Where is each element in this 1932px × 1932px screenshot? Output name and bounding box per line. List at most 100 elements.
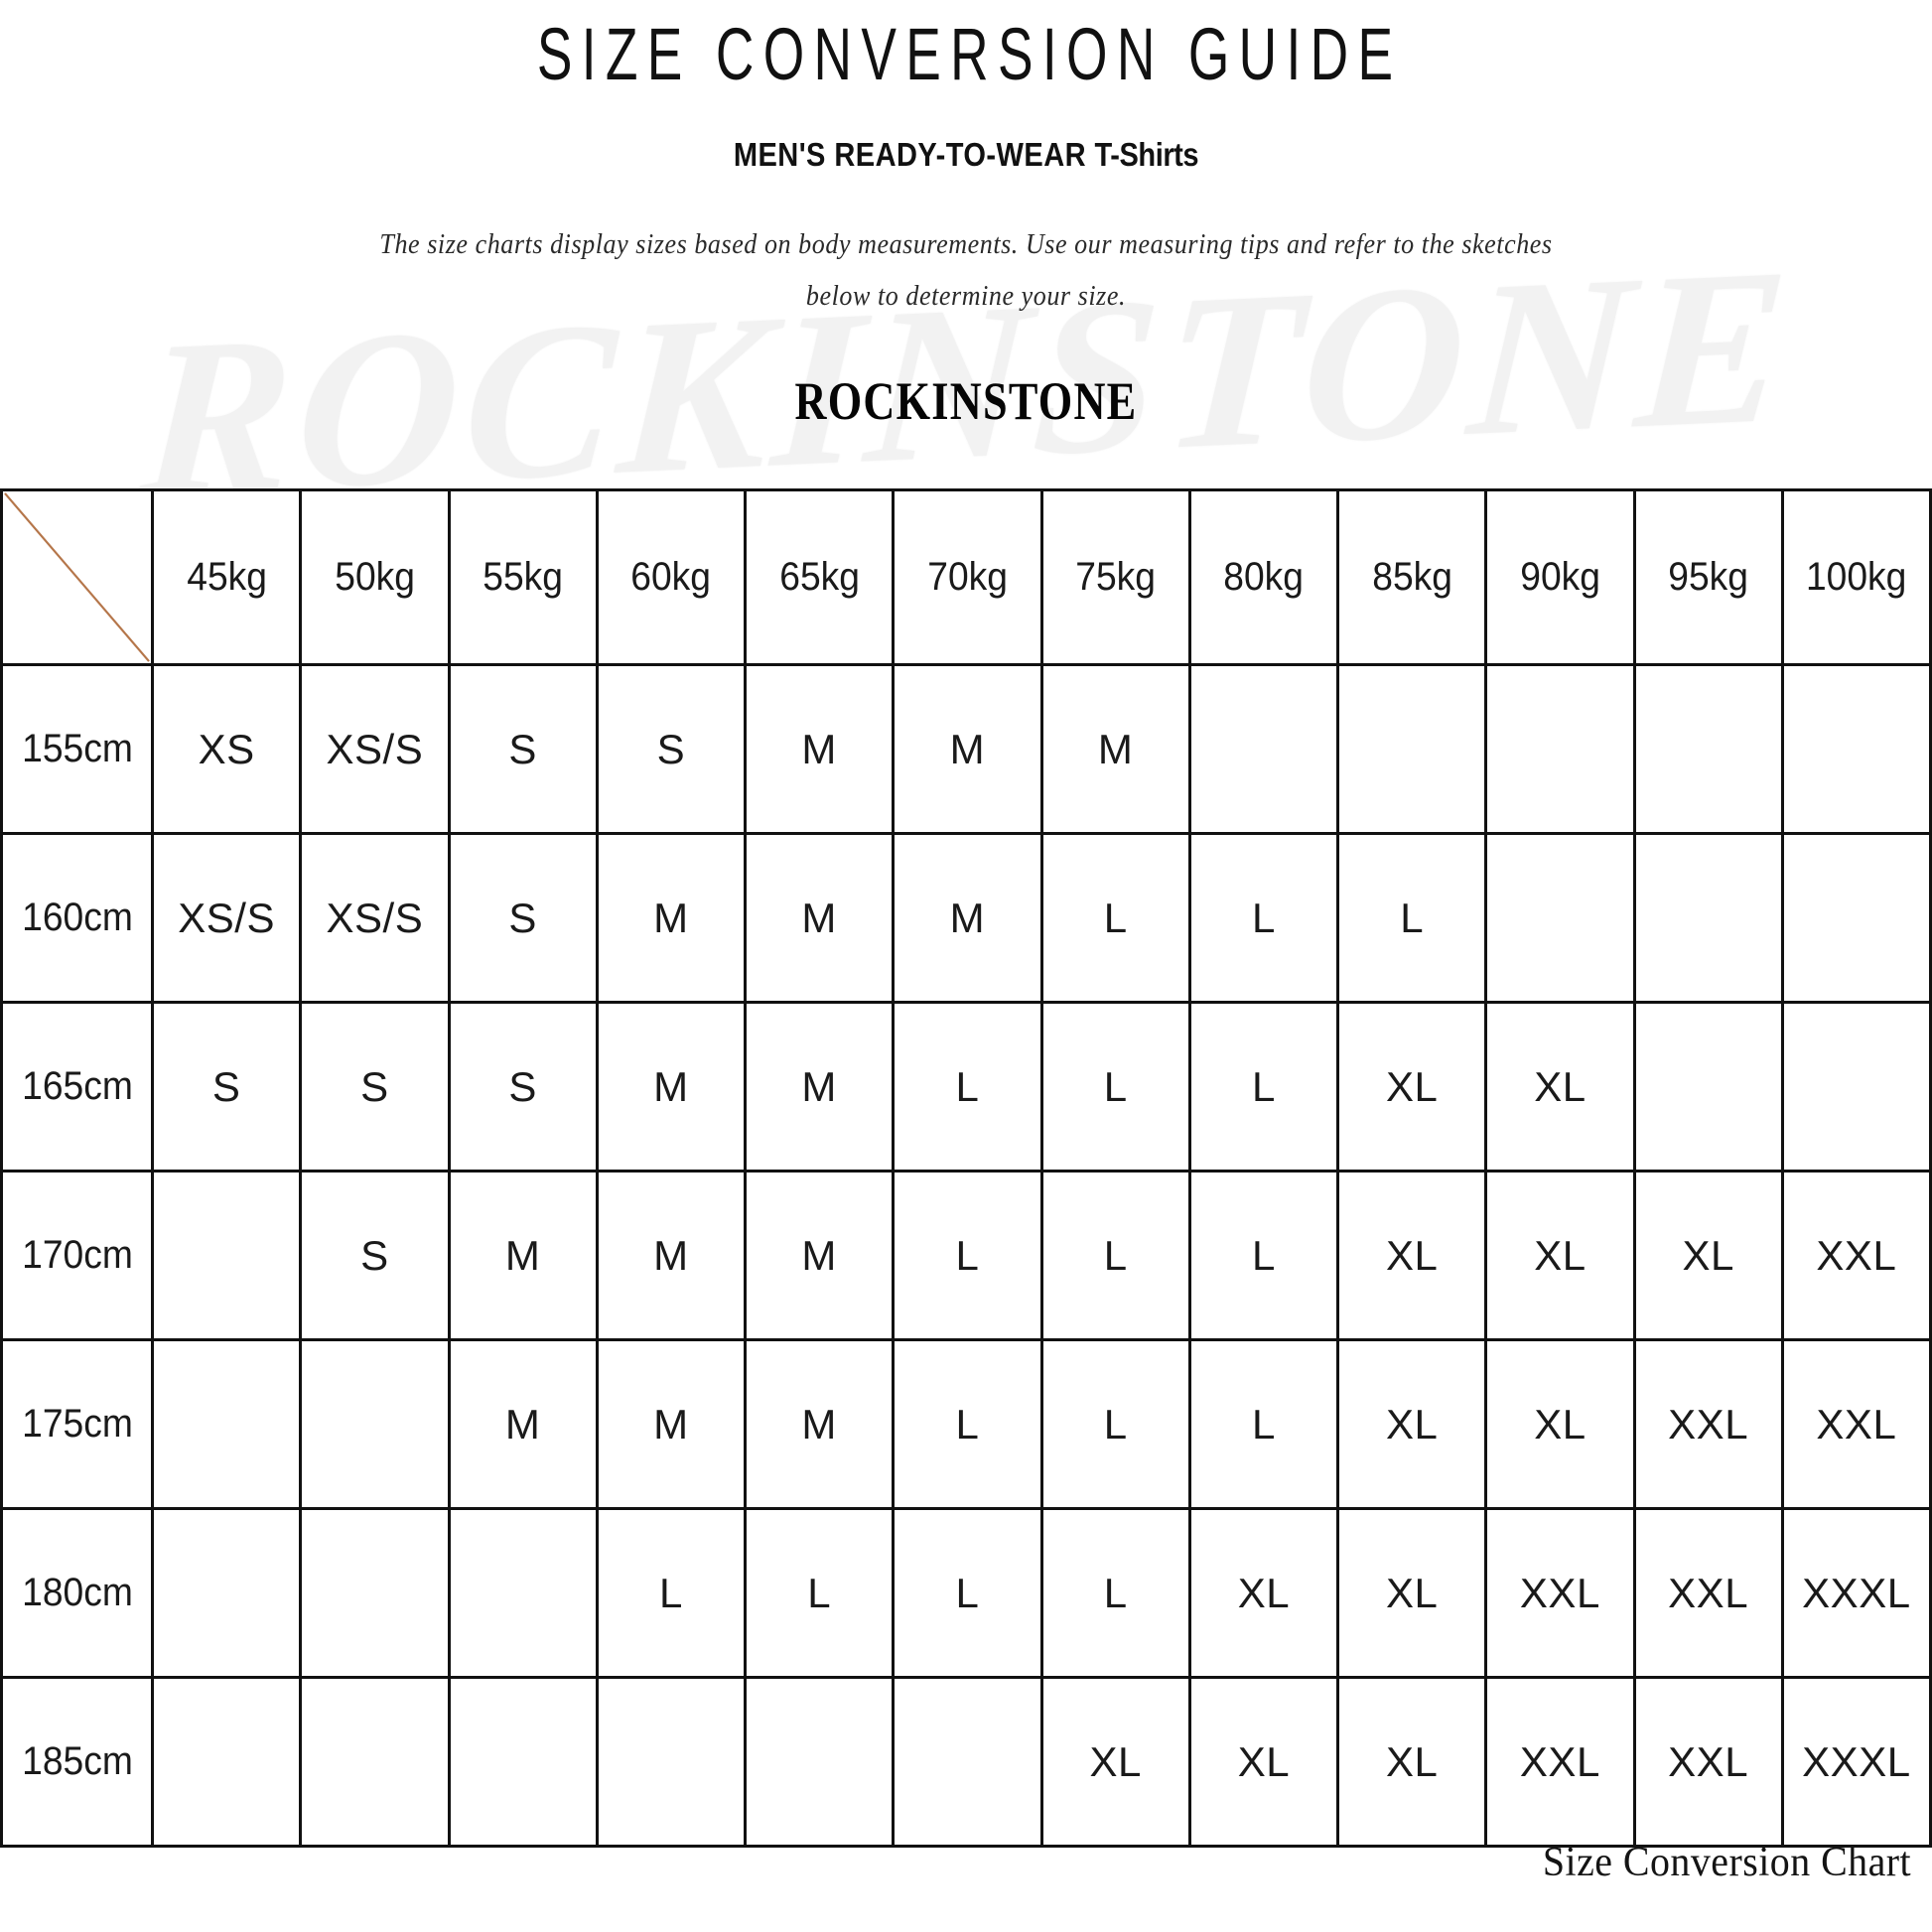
size-cell: XS/S bbox=[150, 832, 303, 1004]
size-cell-empty bbox=[447, 1676, 599, 1848]
size-cell: XS bbox=[150, 663, 303, 835]
size-cell-empty bbox=[299, 1338, 451, 1510]
size-cell: M bbox=[743, 663, 896, 835]
size-cell: M bbox=[595, 832, 748, 1004]
size-cell-empty bbox=[1187, 663, 1340, 835]
size-table-header: 45kg 50kg 55kg 60kg 65kg 70kg 75kg 80kg 85kg 90kg… bbox=[0, 488, 1931, 666]
size-cell: XS/S bbox=[299, 832, 451, 1004]
column-header-weight: 45kg bbox=[156, 488, 297, 666]
column-header-weight: 95kg bbox=[1637, 488, 1779, 666]
subtitle-garment: T-Shirts bbox=[1094, 136, 1199, 174]
size-cell-empty bbox=[1632, 832, 1784, 1004]
size-cell: XL bbox=[1484, 1001, 1636, 1173]
column-header-weight: 75kg bbox=[1044, 488, 1186, 666]
size-cell: S bbox=[447, 1001, 599, 1173]
size-cell-empty bbox=[447, 1507, 599, 1679]
size-cell: M bbox=[1039, 663, 1191, 835]
size-cell: M bbox=[447, 1338, 599, 1510]
size-cell: M bbox=[447, 1170, 599, 1341]
size-cell-empty bbox=[299, 1507, 451, 1679]
size-cell: L bbox=[892, 1170, 1043, 1341]
size-cell: XS/S bbox=[299, 663, 451, 835]
size-cell-empty bbox=[595, 1676, 748, 1848]
size-cell: L bbox=[1039, 1001, 1191, 1173]
size-cell: XL bbox=[1484, 1338, 1636, 1510]
description-line-1: The size charts display sizes based on b… bbox=[379, 229, 1553, 261]
size-cell: M bbox=[743, 1170, 896, 1341]
page-title: SIZE CONVERSION GUIDE bbox=[536, 13, 1403, 95]
size-cell: XXL bbox=[1780, 1170, 1932, 1341]
size-cell: L bbox=[1187, 1001, 1340, 1173]
size-cell: L bbox=[1335, 832, 1488, 1004]
size-cell-empty bbox=[150, 1676, 303, 1848]
size-cell: M bbox=[892, 663, 1043, 835]
table-row: 170cm S M M M L L L XL XL XL XXL bbox=[2, 1170, 1932, 1341]
size-cell: L bbox=[892, 1001, 1043, 1173]
size-cell: XXL bbox=[1484, 1676, 1636, 1848]
row-header-height: 165cm bbox=[5, 1001, 149, 1173]
size-cell-empty bbox=[1780, 1001, 1932, 1173]
column-header-weight: 100kg bbox=[1786, 488, 1927, 666]
size-cell-empty bbox=[1632, 1001, 1784, 1173]
corner-cell-diagonal bbox=[0, 488, 154, 666]
size-cell: L bbox=[743, 1507, 896, 1679]
size-cell-empty bbox=[892, 1676, 1043, 1848]
size-cell: XL bbox=[1335, 1170, 1488, 1341]
size-cell: S bbox=[150, 1001, 303, 1173]
size-cell: XXL bbox=[1484, 1507, 1636, 1679]
size-cell-empty bbox=[150, 1507, 303, 1679]
table-row: 160cm XS/S XS/S S M M M L L L bbox=[2, 832, 1932, 1004]
row-header-height: 170cm bbox=[5, 1170, 149, 1341]
size-table-body: 155cm XS XS/S S S M M M 160cm XS/S XS/S S M M M L L L 165c… bbox=[2, 663, 1932, 1848]
size-cell: L bbox=[1187, 1338, 1340, 1510]
column-header-weight: 55kg bbox=[452, 488, 594, 666]
size-cell: S bbox=[595, 663, 748, 835]
size-cell: M bbox=[595, 1170, 748, 1341]
size-cell: L bbox=[1039, 832, 1191, 1004]
size-cell: XL bbox=[1187, 1676, 1340, 1848]
size-cell: M bbox=[743, 1338, 896, 1510]
size-cell-empty bbox=[299, 1676, 451, 1848]
size-cell-empty bbox=[1484, 832, 1636, 1004]
size-cell-empty bbox=[1335, 663, 1488, 835]
size-cell: L bbox=[1039, 1338, 1191, 1510]
column-header-weight: 50kg bbox=[304, 488, 446, 666]
size-cell: L bbox=[1187, 832, 1340, 1004]
size-cell-empty bbox=[1780, 663, 1932, 835]
size-cell: XL bbox=[1335, 1507, 1488, 1679]
size-cell: S bbox=[447, 663, 599, 835]
size-cell: L bbox=[892, 1507, 1043, 1679]
table-row: 180cm L L L L XL XL XXL XXL XXXL bbox=[2, 1507, 1932, 1679]
size-cell: XL bbox=[1335, 1338, 1488, 1510]
size-cell: M bbox=[743, 1001, 896, 1173]
size-cell: M bbox=[595, 1338, 748, 1510]
table-row: 155cm XS XS/S S S M M M bbox=[2, 663, 1932, 835]
size-cell: S bbox=[447, 832, 599, 1004]
header-row: 45kg 50kg 55kg 60kg 65kg 70kg 75kg 80kg 85kg 90kg… bbox=[0, 488, 1931, 666]
column-header-weight: 85kg bbox=[1341, 488, 1482, 666]
size-cell: XL bbox=[1187, 1507, 1340, 1679]
size-cell: XXL bbox=[1780, 1338, 1932, 1510]
size-cell-empty bbox=[743, 1676, 896, 1848]
row-header-height: 155cm bbox=[5, 663, 149, 835]
description-line-2: below to determine your size. bbox=[805, 281, 1127, 313]
column-header-weight: 90kg bbox=[1489, 488, 1631, 666]
size-cell: L bbox=[595, 1507, 748, 1679]
column-header-weight: 65kg bbox=[749, 488, 890, 666]
page-header: SIZE CONVERSION GUIDE MEN'S READY-TO-WEA… bbox=[0, 0, 1932, 432]
size-cell-empty bbox=[150, 1338, 303, 1510]
subtitle-category: MEN'S READY-TO-WEAR bbox=[733, 136, 1087, 174]
size-cell: M bbox=[743, 832, 896, 1004]
size-cell: XXL bbox=[1632, 1676, 1784, 1848]
page-description: The size charts display sizes based on b… bbox=[320, 219, 1612, 323]
table-row: 165cm S S S M M L L L XL XL bbox=[2, 1001, 1932, 1173]
size-cell-empty bbox=[1484, 663, 1636, 835]
size-cell: L bbox=[1039, 1507, 1191, 1679]
size-conversion-table: 45kg 50kg 55kg 60kg 65kg 70kg 75kg 80kg 85kg 90kg… bbox=[0, 488, 1932, 1848]
brand-name: ROCKINSTONE bbox=[794, 370, 1138, 431]
size-cell: L bbox=[1187, 1170, 1340, 1341]
size-cell: M bbox=[892, 832, 1043, 1004]
size-cell: XL bbox=[1632, 1170, 1784, 1341]
size-cell: S bbox=[299, 1170, 451, 1341]
row-header-height: 185cm bbox=[5, 1676, 149, 1848]
